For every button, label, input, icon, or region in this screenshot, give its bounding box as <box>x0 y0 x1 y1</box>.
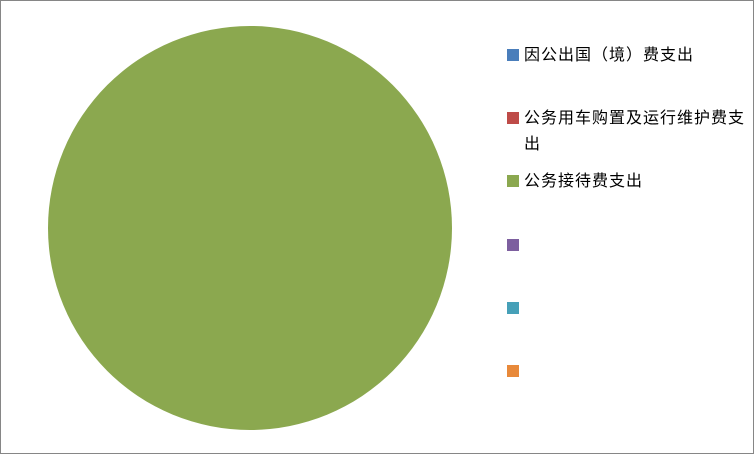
legend-item <box>507 232 747 251</box>
legend-item: 公务用车购置及运行维护费支出 <box>507 105 747 157</box>
legend-label: 公务接待费支出 <box>524 171 644 190</box>
legend-swatch <box>507 112 519 124</box>
legend-swatch <box>507 175 519 187</box>
legend-item: 公务接待费支出 <box>507 168 747 194</box>
legend-item: 因公出国（境）费支出 <box>507 42 747 68</box>
pie-slice <box>48 26 452 430</box>
legend-swatch <box>507 239 519 251</box>
legend-item <box>507 295 747 314</box>
legend-label: 因公出国（境）费支出 <box>524 45 695 64</box>
legend-swatch <box>507 365 519 377</box>
legend-swatch <box>507 302 519 314</box>
legend-item <box>507 358 747 377</box>
legend-label: 公务用车购置及运行维护费支出 <box>524 108 746 153</box>
legend-swatch <box>507 49 519 61</box>
